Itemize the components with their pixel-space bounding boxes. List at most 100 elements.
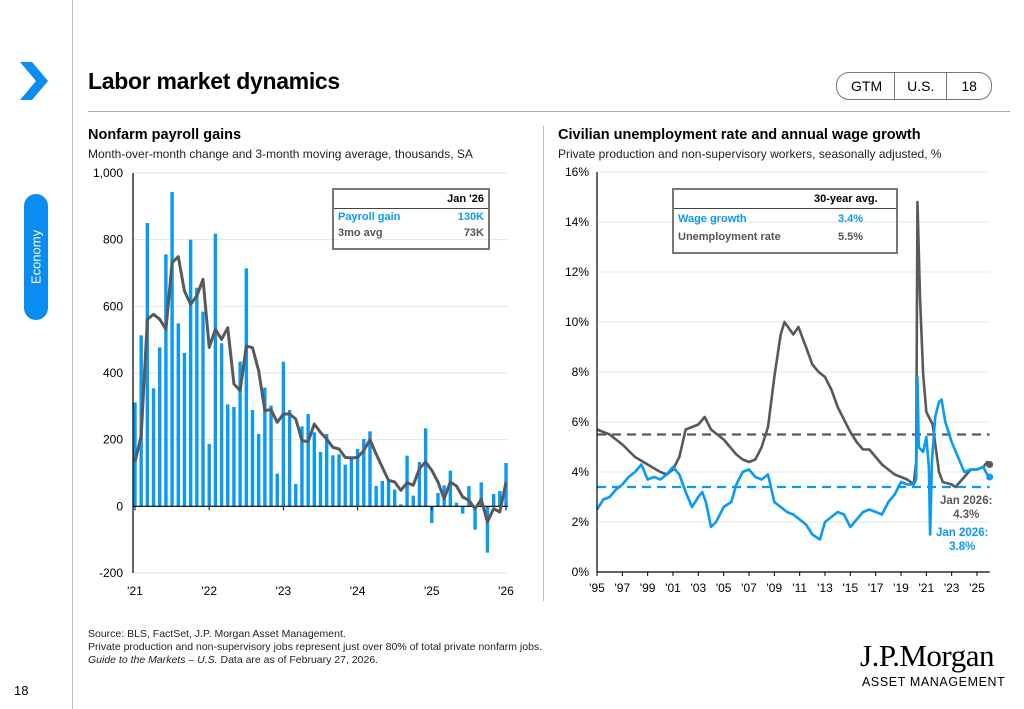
payroll-legend: Jan '26 Payroll gain 130K 3mo avg 73K: [332, 188, 490, 250]
payroll-bar: [207, 444, 211, 507]
x-tick-label: '23: [944, 581, 960, 595]
data-date: Data are as of February 27, 2026.: [217, 654, 379, 666]
payroll-bar: [337, 454, 341, 507]
payroll-bar: [454, 502, 459, 507]
payroll-bar: [467, 486, 471, 507]
payroll-bar: [281, 361, 286, 507]
right-chart-subtitle: Private production and non-supervisory w…: [558, 147, 942, 161]
x-tick-label: '21: [919, 581, 935, 595]
payroll-bar: [498, 491, 502, 507]
y-tick-label: 200: [103, 433, 123, 447]
section-label: Economy: [28, 229, 44, 285]
gtm-badge: GTM U.S. 18: [836, 72, 992, 100]
payroll-bar: [393, 489, 397, 507]
x-tick-label: '99: [640, 581, 656, 595]
payroll-bar: [362, 439, 366, 507]
payroll-bar: [374, 486, 378, 507]
x-tick-label: '05: [716, 581, 732, 595]
y-tick-label: 600: [103, 299, 123, 313]
legend-header: 30-year avg.: [674, 190, 896, 209]
payroll-bar: [250, 410, 255, 507]
x-tick-label: '25: [969, 581, 985, 595]
annotation-label: Jan 2026:: [940, 495, 993, 507]
x-tick-label: '95: [589, 581, 605, 595]
page-title: Labor market dynamics: [88, 68, 340, 94]
payroll-bar: [244, 268, 248, 507]
payroll-bar: [133, 402, 137, 507]
payroll-bar: [226, 404, 230, 507]
legend-label: Payroll gain: [338, 211, 401, 223]
x-tick-label: '24: [350, 584, 366, 598]
x-tick-label: '09: [767, 581, 783, 595]
source-note: Source: BLS, FactSet, J.P. Morgan Asset …: [88, 628, 346, 640]
x-tick-label: '15: [843, 581, 859, 595]
badge-page: 18: [946, 73, 991, 99]
x-tick-label: '23: [276, 584, 292, 598]
right-chart-title: Civilian unemployment rate and annual wa…: [558, 127, 921, 143]
legend-value: 5.5%: [838, 231, 864, 243]
payroll-bar: [461, 506, 465, 514]
payroll-bar: [417, 462, 422, 507]
y-tick-label: 16%: [565, 165, 589, 179]
x-tick-label: '03: [691, 581, 707, 595]
x-tick-label: '11: [792, 581, 807, 595]
x-tick-label: '13: [817, 581, 833, 595]
payroll-bar: [256, 434, 261, 507]
payroll-chart: -200 0 200 400 600 800 1,000 '21 '22 '23 '24 '25 '26: [93, 166, 514, 598]
payroll-bar: [399, 504, 403, 507]
payroll-bar: [324, 434, 329, 507]
payroll-bar: [269, 405, 273, 507]
x-tick-label: '01: [665, 581, 681, 595]
legend-label: 3mo avg: [338, 227, 383, 239]
payroll-bar: [349, 456, 354, 507]
payroll-bar: [368, 431, 372, 507]
y-tick-label: 800: [103, 233, 123, 247]
payroll-bar: [170, 192, 174, 507]
unemployment-rate-end-marker: [986, 461, 994, 468]
x-tick-label: '17: [868, 581, 884, 595]
payroll-bar: [195, 287, 199, 507]
sidebar-divider: [72, 0, 73, 709]
payroll-bar: [430, 506, 434, 523]
legend-value: 73K: [463, 227, 484, 239]
wage-growth-end-marker: [986, 473, 994, 481]
payroll-bar: [479, 482, 483, 507]
payroll-bar: [263, 387, 267, 507]
y-tick-label: 0%: [572, 565, 590, 579]
payroll-bar: [219, 343, 224, 507]
annotation-value: 4.3%: [953, 509, 980, 521]
footnotes: Source: BLS, FactSet, J.P. Morgan Asset …: [88, 628, 542, 667]
legend-value: 3.4%: [838, 213, 864, 225]
section-tab-economy[interactable]: Economy: [24, 194, 48, 320]
payroll-bar: [306, 414, 310, 507]
payroll-bar: [213, 233, 218, 507]
annotation-label: Jan 2026:: [936, 527, 989, 539]
payroll-bar: [380, 481, 385, 507]
payroll-bar: [238, 361, 242, 507]
payroll-bar: [158, 347, 162, 507]
three-month-avg-line: [133, 255, 508, 524]
x-tick-label: '21: [127, 584, 143, 598]
payroll-bar: [201, 311, 205, 507]
wage-legend: 30-year avg. Wage growth 3.4% Unemploymen…: [672, 188, 898, 254]
payroll-bar: [436, 493, 440, 507]
payroll-bar: [448, 470, 453, 507]
payroll-bar: [318, 452, 323, 507]
header-divider: [88, 111, 1010, 112]
legend-value: 130K: [457, 211, 484, 223]
unemployment-wage-chart: 0% 2% 4% 6% 8% 10% 12% 14% 16% '95 '97 '99 '01 '03 '05…: [565, 165, 994, 595]
y-tick-label: 1,000: [93, 166, 123, 180]
unemployment-annotation: Jan 2026: 4.3%: [940, 494, 992, 522]
payroll-bar: [491, 494, 496, 507]
y-tick-label: 10%: [565, 315, 589, 329]
payroll-bar: [232, 407, 236, 507]
payroll-bar: [386, 481, 391, 507]
legend-label: Wage growth: [678, 213, 747, 225]
legend-label: Unemployment rate: [678, 231, 781, 243]
payroll-bar: [164, 254, 168, 507]
payroll-bar: [355, 449, 360, 507]
x-tick-label: '26: [498, 584, 514, 598]
payroll-bar: [287, 410, 292, 507]
payroll-bar: [145, 223, 150, 507]
